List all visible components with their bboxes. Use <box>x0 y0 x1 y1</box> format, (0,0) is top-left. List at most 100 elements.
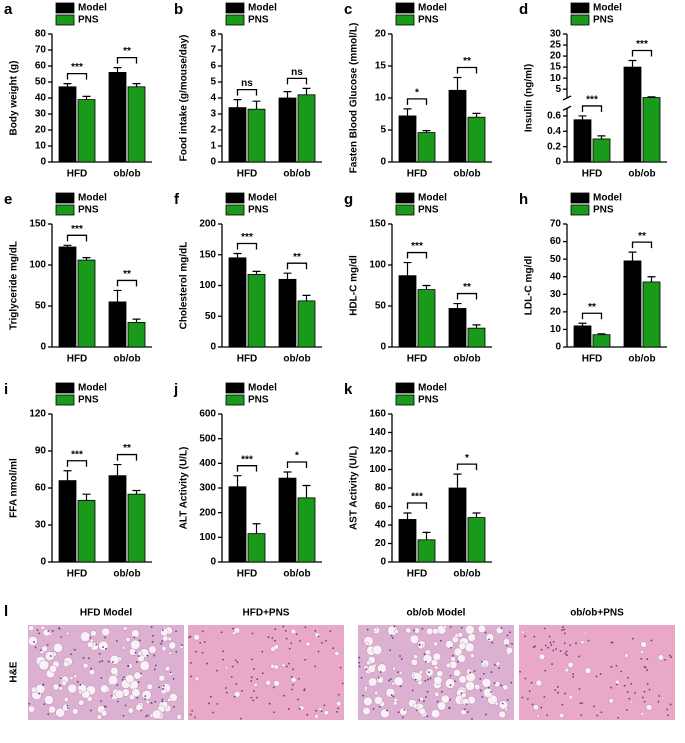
tissue-vacuole <box>640 641 647 648</box>
legend-label: Model <box>78 383 107 394</box>
legend-swatch <box>55 14 75 26</box>
tissue-vacuole <box>35 683 46 694</box>
nucleus <box>90 667 93 670</box>
nucleus <box>540 706 543 709</box>
x-tick-label: ob/ob <box>628 169 655 180</box>
panel-letter: g <box>344 191 353 208</box>
y-axis-label: Food intake (g/mouse/day) <box>179 35 190 162</box>
y-tick-label: 6 <box>210 61 216 72</box>
tissue-vacuole <box>436 670 444 678</box>
nucleus <box>524 635 527 638</box>
panel-letter: f <box>174 191 180 208</box>
nucleus <box>194 716 196 719</box>
nucleus <box>140 672 143 675</box>
tissue-vacuole <box>445 640 454 649</box>
legend-label: Model <box>418 3 447 14</box>
bar <box>448 308 467 348</box>
nucleus <box>451 654 454 657</box>
nucleus <box>110 694 113 697</box>
tissue-vacuole <box>580 640 585 645</box>
nucleus <box>160 642 163 645</box>
legend-swatch <box>55 204 75 216</box>
nucleus <box>551 663 553 665</box>
nucleus <box>543 627 546 630</box>
nucleus <box>274 639 276 642</box>
tissue-vacuole <box>657 654 664 661</box>
legend-label: PNS <box>78 15 99 26</box>
nucleus <box>34 646 37 649</box>
nucleus <box>233 695 236 698</box>
error-bar <box>283 471 292 479</box>
nucleus <box>320 710 323 713</box>
x-tick-label: HFD <box>237 169 258 180</box>
nucleus <box>70 653 73 656</box>
nucleus <box>297 698 299 701</box>
tissue-vacuole <box>418 670 424 675</box>
nucleus <box>303 689 306 692</box>
nucleus <box>145 715 148 718</box>
tissue-vacuole <box>110 666 119 675</box>
nucleus <box>323 704 326 707</box>
nucleus <box>556 686 559 688</box>
tissue-vacuole <box>167 636 172 641</box>
legend-label: Model <box>418 193 447 204</box>
legend-swatch <box>395 2 415 14</box>
nucleus <box>549 641 552 644</box>
nucleus <box>162 685 165 687</box>
nucleus <box>51 630 54 632</box>
nucleus <box>252 699 255 702</box>
y-tick-label: 20 <box>35 125 47 136</box>
tissue-vacuole <box>65 631 70 636</box>
tissue-vacuole <box>437 701 447 711</box>
nucleus <box>640 657 643 660</box>
error-bar <box>578 115 587 120</box>
y-tick-label: 20 <box>375 29 387 40</box>
legend-swatch <box>225 204 245 216</box>
tissue-vacuole <box>145 700 150 704</box>
y-tick-label: 100 <box>369 464 386 475</box>
nucleus <box>175 630 177 633</box>
nucleus <box>117 700 119 703</box>
nucleus <box>500 684 502 687</box>
nucleus <box>564 692 567 695</box>
nucleus <box>428 671 430 674</box>
tissue-vacuole <box>393 629 399 634</box>
nucleus <box>391 636 394 639</box>
tissue-vacuole <box>444 678 456 689</box>
legend-swatch <box>395 14 415 26</box>
nucleus <box>36 629 39 632</box>
tissue-vacuole <box>167 697 172 702</box>
nucleus <box>291 688 293 691</box>
tissue-vacuole <box>194 676 200 681</box>
error-bar <box>453 302 462 309</box>
nucleus <box>413 629 416 632</box>
error-bar <box>252 523 261 534</box>
nucleus <box>290 642 293 645</box>
nucleus <box>626 691 629 693</box>
tissue-vacuole <box>421 644 426 648</box>
nucleus <box>600 711 603 714</box>
image-title: ob/ob Model <box>407 608 466 619</box>
nucleus <box>611 641 614 644</box>
nucleus <box>390 694 393 696</box>
tissue-vacuole <box>409 634 420 644</box>
nucleus <box>122 714 125 717</box>
y-tick-label: 0 <box>555 157 561 168</box>
tissue-vacuole <box>127 707 134 714</box>
stain-label: H&E <box>9 661 20 682</box>
nucleus <box>563 642 566 645</box>
tissue-vacuole <box>393 676 404 687</box>
tissue-vacuole <box>466 668 473 675</box>
significance-bracket <box>581 105 603 112</box>
tissue-vacuole <box>640 711 645 716</box>
nucleus <box>271 637 274 639</box>
image-title: ob/ob+PNS <box>570 608 624 619</box>
tissue-vacuole <box>458 675 467 684</box>
bar <box>467 327 486 348</box>
tissue-vacuole <box>465 681 475 691</box>
nucleus <box>152 634 154 637</box>
nucleus <box>550 644 553 646</box>
legend-swatch <box>55 382 75 394</box>
nucleus <box>283 694 285 697</box>
legend-label: Model <box>593 3 622 14</box>
